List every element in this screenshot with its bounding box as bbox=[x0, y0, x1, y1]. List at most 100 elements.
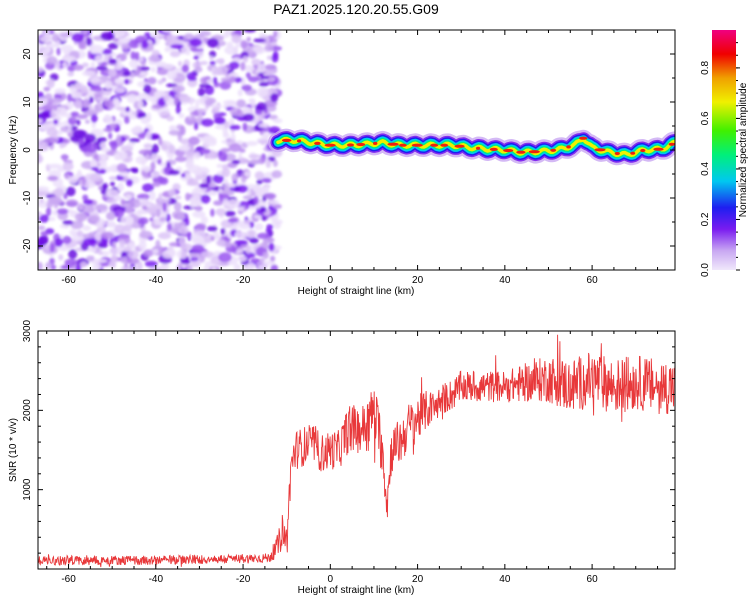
noise-blob bbox=[256, 102, 268, 111]
noise-blob bbox=[172, 183, 181, 191]
spectrogram-xlabel: Height of straight line (km) bbox=[298, 286, 415, 297]
noise-blob bbox=[112, 241, 117, 248]
noise-blob bbox=[178, 113, 185, 119]
noise-blob bbox=[161, 30, 176, 33]
noise-blob bbox=[143, 249, 154, 257]
noise-blob bbox=[108, 42, 119, 50]
noise-blob bbox=[141, 40, 149, 49]
noise-blob bbox=[169, 125, 177, 131]
signal-peak bbox=[579, 136, 588, 140]
noise-blob bbox=[262, 240, 269, 249]
signal-peak bbox=[528, 150, 540, 154]
noise-blob bbox=[70, 111, 80, 117]
noise-blob bbox=[71, 91, 83, 99]
noise-blob bbox=[82, 233, 96, 239]
noise-blob bbox=[224, 121, 230, 129]
noise-blob bbox=[163, 94, 169, 103]
noise-blob bbox=[188, 136, 200, 146]
noise-blob bbox=[181, 173, 186, 178]
noise-blob bbox=[190, 260, 201, 268]
noise-blob bbox=[130, 51, 136, 60]
noise-blob bbox=[147, 55, 161, 62]
noise-blob bbox=[274, 84, 281, 90]
noise-blob bbox=[86, 142, 97, 153]
noise-blob bbox=[132, 111, 138, 116]
noise-blob bbox=[86, 37, 93, 47]
noise-blob bbox=[270, 264, 279, 270]
signal-peak bbox=[489, 147, 498, 151]
noise-blob bbox=[59, 224, 70, 229]
noise-blob bbox=[67, 93, 73, 103]
noise-blob bbox=[50, 264, 57, 270]
noise-blob bbox=[138, 71, 149, 77]
noise-blob bbox=[106, 211, 116, 221]
noise-blob bbox=[189, 38, 203, 47]
signal-peak bbox=[314, 141, 321, 145]
noise-blob bbox=[150, 152, 159, 162]
noise-blob bbox=[39, 35, 54, 43]
noise-blob bbox=[178, 145, 191, 152]
noise-blob bbox=[257, 63, 267, 73]
snr-xtick-label: -40 bbox=[149, 574, 164, 585]
noise-blob bbox=[177, 225, 189, 235]
noise-blob bbox=[241, 84, 252, 92]
noise-blob bbox=[222, 164, 229, 171]
colorbar-tick-label: 0.2 bbox=[700, 212, 711, 226]
noise-blob bbox=[258, 122, 269, 128]
noise-blob bbox=[212, 76, 218, 84]
noise-blob bbox=[201, 251, 214, 258]
noise-blob bbox=[170, 44, 184, 49]
noise-blob bbox=[137, 99, 144, 109]
noise-blob bbox=[218, 151, 228, 162]
noise-blob bbox=[95, 204, 108, 211]
noise-blob bbox=[199, 61, 209, 65]
noise-blob bbox=[191, 188, 201, 198]
signal-peak bbox=[399, 143, 407, 147]
noise-blob bbox=[94, 231, 103, 241]
noise-blob bbox=[95, 65, 108, 71]
noise-blob bbox=[240, 61, 246, 71]
noise-blob bbox=[88, 215, 99, 225]
noise-blob bbox=[83, 237, 96, 246]
noise-blob bbox=[218, 188, 223, 194]
noise-blob bbox=[80, 85, 88, 95]
noise-blob bbox=[131, 168, 139, 174]
noise-blob bbox=[62, 161, 74, 171]
noise-blob bbox=[82, 194, 89, 201]
noise-blob bbox=[96, 96, 110, 102]
noise-blob bbox=[47, 175, 59, 181]
noise-blob bbox=[82, 204, 95, 214]
noise-blob bbox=[134, 51, 140, 61]
noise-blob bbox=[94, 104, 100, 112]
noise-blob bbox=[224, 30, 230, 36]
noise-blob bbox=[157, 79, 164, 85]
noise-blob bbox=[268, 242, 275, 252]
noise-blob bbox=[74, 82, 82, 90]
noise-blob bbox=[164, 46, 171, 53]
noise-blob bbox=[116, 163, 128, 173]
noise-blob bbox=[168, 130, 181, 136]
signal-peak bbox=[614, 151, 620, 156]
signal-peak bbox=[640, 148, 646, 153]
signal-peak bbox=[653, 147, 664, 151]
noise-blob bbox=[49, 196, 63, 205]
noise-blob bbox=[40, 231, 49, 236]
noise-blob bbox=[120, 43, 130, 50]
noise-blob bbox=[272, 159, 278, 167]
noise-blob bbox=[160, 111, 171, 116]
noise-blob bbox=[108, 176, 118, 181]
noise-blob bbox=[127, 141, 136, 147]
noise-blob bbox=[158, 136, 163, 146]
noise-blob bbox=[248, 98, 255, 104]
noise-blob bbox=[234, 231, 246, 239]
noise-blob bbox=[217, 58, 225, 65]
spectrogram-xtick-label: -20 bbox=[236, 275, 251, 286]
noise-blob bbox=[38, 112, 50, 118]
noise-blob bbox=[159, 264, 168, 270]
noise-blob bbox=[179, 125, 186, 136]
noise-blob bbox=[108, 247, 122, 256]
noise-blob bbox=[56, 47, 61, 56]
noise-blob bbox=[91, 114, 98, 123]
noise-blob bbox=[63, 55, 77, 63]
noise-blob bbox=[176, 213, 185, 221]
